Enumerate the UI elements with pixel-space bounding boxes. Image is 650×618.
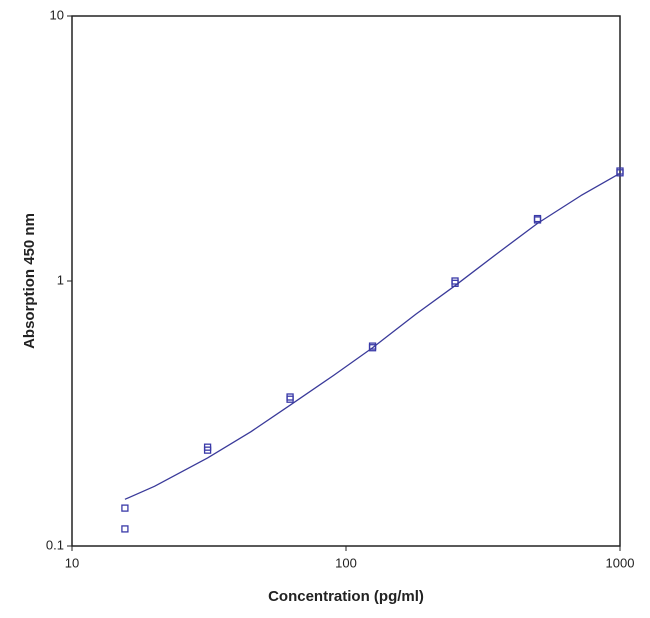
plot-frame (71, 15, 621, 547)
data-point (368, 344, 377, 352)
x-tick-label: 10 (65, 555, 79, 570)
y-tick-label: 0.1 (46, 537, 64, 552)
data-point (121, 525, 129, 533)
y-axis-title: Absorption 450 nm (21, 213, 38, 349)
data-point (616, 169, 624, 177)
data-point (286, 395, 294, 403)
x-tick-label: 100 (335, 555, 357, 570)
x-tick-label: 1000 (606, 555, 635, 570)
fit-curve (124, 172, 621, 500)
x-axis-title: Concentration (pg/ml) (268, 588, 424, 605)
y-tick-label: 10 (50, 7, 64, 22)
data-point (286, 393, 294, 401)
data-point (203, 446, 212, 454)
data-point (121, 504, 129, 512)
y-tick-label: 1 (57, 272, 64, 287)
data-point (451, 277, 459, 285)
